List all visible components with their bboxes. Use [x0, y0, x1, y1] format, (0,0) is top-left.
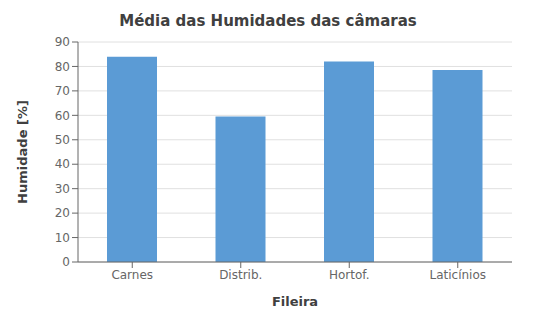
svg-text:90: 90 [55, 35, 70, 49]
svg-text:30: 30 [55, 182, 70, 196]
svg-text:70: 70 [55, 84, 70, 98]
html-text:Média das Humidades das câmara: Média das Humidades das câmaras [119, 12, 417, 30]
svg-text:10: 10 [55, 231, 70, 245]
svg-text:Distrib.: Distrib. [219, 268, 262, 282]
svg-text:Carnes: Carnes [111, 268, 153, 282]
svg-text:80: 80 [55, 60, 70, 74]
svg-text:Humidade [%]: Humidade [%] [15, 100, 30, 204]
svg-text:0: 0 [62, 255, 70, 269]
svg-text:40: 40 [55, 157, 70, 171]
svg-text:60: 60 [55, 109, 70, 123]
svg-text:20: 20 [55, 206, 70, 220]
svg-text:Fileira: Fileira [272, 294, 318, 309]
svg-text:Laticínios: Laticínios [429, 268, 486, 282]
svg-text:50: 50 [55, 133, 70, 147]
svg-text:Hortof.: Hortof. [329, 268, 370, 282]
